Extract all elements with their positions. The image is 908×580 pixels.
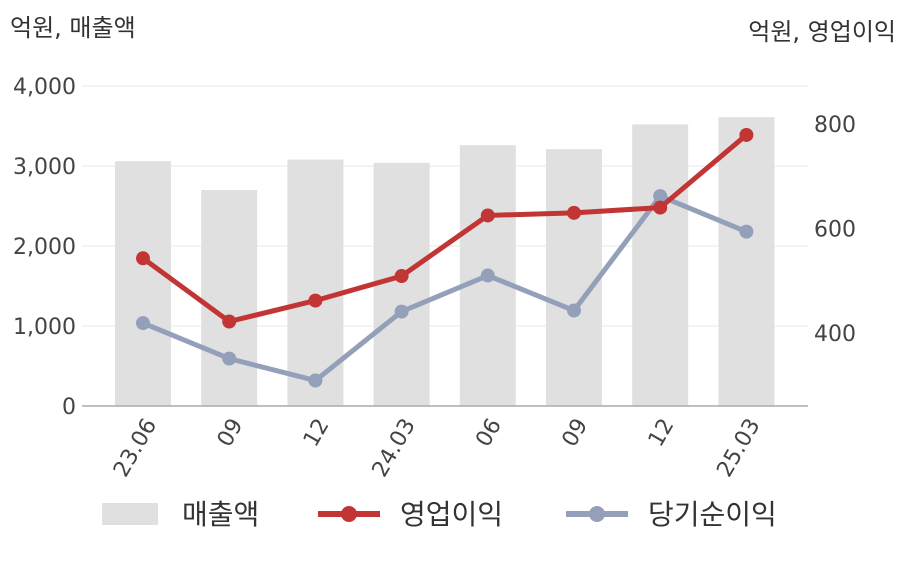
line-series — [136, 127, 754, 388]
legend-label: 당기순이익 — [648, 498, 777, 531]
data-point — [308, 293, 323, 308]
x-tick-label: 23.06 — [109, 415, 162, 482]
bar — [373, 162, 430, 406]
data-point — [739, 224, 754, 239]
data-point — [567, 303, 581, 318]
data-point — [567, 205, 581, 220]
legend-label: 영업이익 — [400, 498, 503, 531]
legend-item: 당기순이익 — [566, 498, 777, 531]
legend-item: 매출액 — [102, 498, 259, 531]
x-tick-label: 12 — [644, 415, 680, 452]
bar — [201, 190, 258, 406]
legend-item: 영업이익 — [318, 498, 503, 531]
data-point — [136, 251, 150, 266]
right-axis-ticks: 400 600 800 — [814, 113, 856, 347]
legend: 매출액 영업이익 당기순이익 — [102, 498, 777, 531]
left-tick-label: 2,000 — [13, 235, 76, 260]
right-tick-label: 600 — [814, 218, 856, 243]
data-point — [394, 269, 409, 284]
bar — [287, 159, 344, 406]
right-axis-unit-label: 억원, 영업이익 — [748, 18, 896, 46]
x-tick-label: 09 — [558, 415, 594, 452]
bar — [718, 117, 775, 406]
x-tick-label: 24.03 — [368, 415, 421, 482]
data-point — [222, 351, 237, 366]
legend-swatch-marker — [341, 506, 357, 522]
left-tick-label: 4,000 — [13, 75, 76, 100]
x-tick-label: 06 — [471, 415, 507, 452]
left-axis-unit-label: 억원, 매출액 — [10, 14, 136, 42]
bar — [632, 124, 689, 407]
left-tick-label: 0 — [62, 395, 76, 420]
left-tick-label: 3,000 — [13, 155, 76, 180]
data-point — [394, 304, 409, 319]
right-tick-label: 400 — [814, 322, 856, 347]
left-tick-label: 1,000 — [13, 315, 76, 340]
series-net-income — [136, 189, 754, 388]
bar — [115, 161, 171, 406]
x-axis-ticks: 23.06 09 12 24.03 06 09 12 25.03 — [109, 415, 766, 482]
x-tick-label: 12 — [299, 415, 335, 452]
legend-label: 매출액 — [182, 498, 259, 531]
series-line — [141, 133, 749, 325]
right-tick-label: 800 — [814, 113, 856, 138]
data-point — [653, 200, 668, 215]
data-point — [653, 189, 668, 204]
legend-swatch — [102, 503, 158, 525]
series-operating-profit — [136, 127, 754, 329]
gridlines — [82, 85, 808, 327]
data-point — [136, 316, 150, 331]
bar-series — [115, 117, 775, 407]
series-line — [142, 193, 748, 384]
data-point — [480, 208, 495, 223]
data-point — [480, 268, 495, 283]
data-point — [308, 373, 323, 388]
x-tick-label: 09 — [213, 415, 249, 452]
data-point — [739, 127, 754, 142]
bar — [546, 149, 602, 406]
data-point — [222, 314, 237, 329]
left-axis-ticks: 0 1,000 2,000 3,000 4,000 — [13, 75, 76, 420]
legend-swatch-marker — [589, 506, 605, 522]
x-tick-label: 25.03 — [712, 415, 765, 482]
